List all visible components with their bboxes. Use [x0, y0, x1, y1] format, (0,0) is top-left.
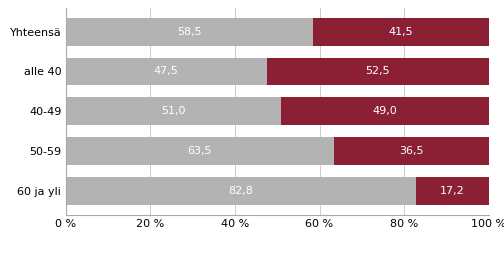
Text: 36,5: 36,5 — [399, 146, 424, 156]
Bar — [281, 97, 489, 125]
Bar — [267, 57, 489, 86]
Text: 41,5: 41,5 — [389, 27, 413, 37]
Bar — [66, 137, 334, 165]
Bar — [66, 177, 416, 205]
Text: 47,5: 47,5 — [154, 67, 178, 76]
Text: 58,5: 58,5 — [177, 27, 202, 37]
Text: 51,0: 51,0 — [161, 106, 186, 116]
Bar — [66, 18, 313, 46]
Bar — [66, 97, 281, 125]
Text: 17,2: 17,2 — [440, 186, 465, 196]
Bar — [334, 137, 489, 165]
Text: 52,5: 52,5 — [365, 67, 390, 76]
Bar — [416, 177, 489, 205]
Text: 63,5: 63,5 — [187, 146, 212, 156]
Text: 49,0: 49,0 — [373, 106, 398, 116]
Bar — [66, 57, 267, 86]
Text: 82,8: 82,8 — [228, 186, 253, 196]
Bar — [313, 18, 489, 46]
